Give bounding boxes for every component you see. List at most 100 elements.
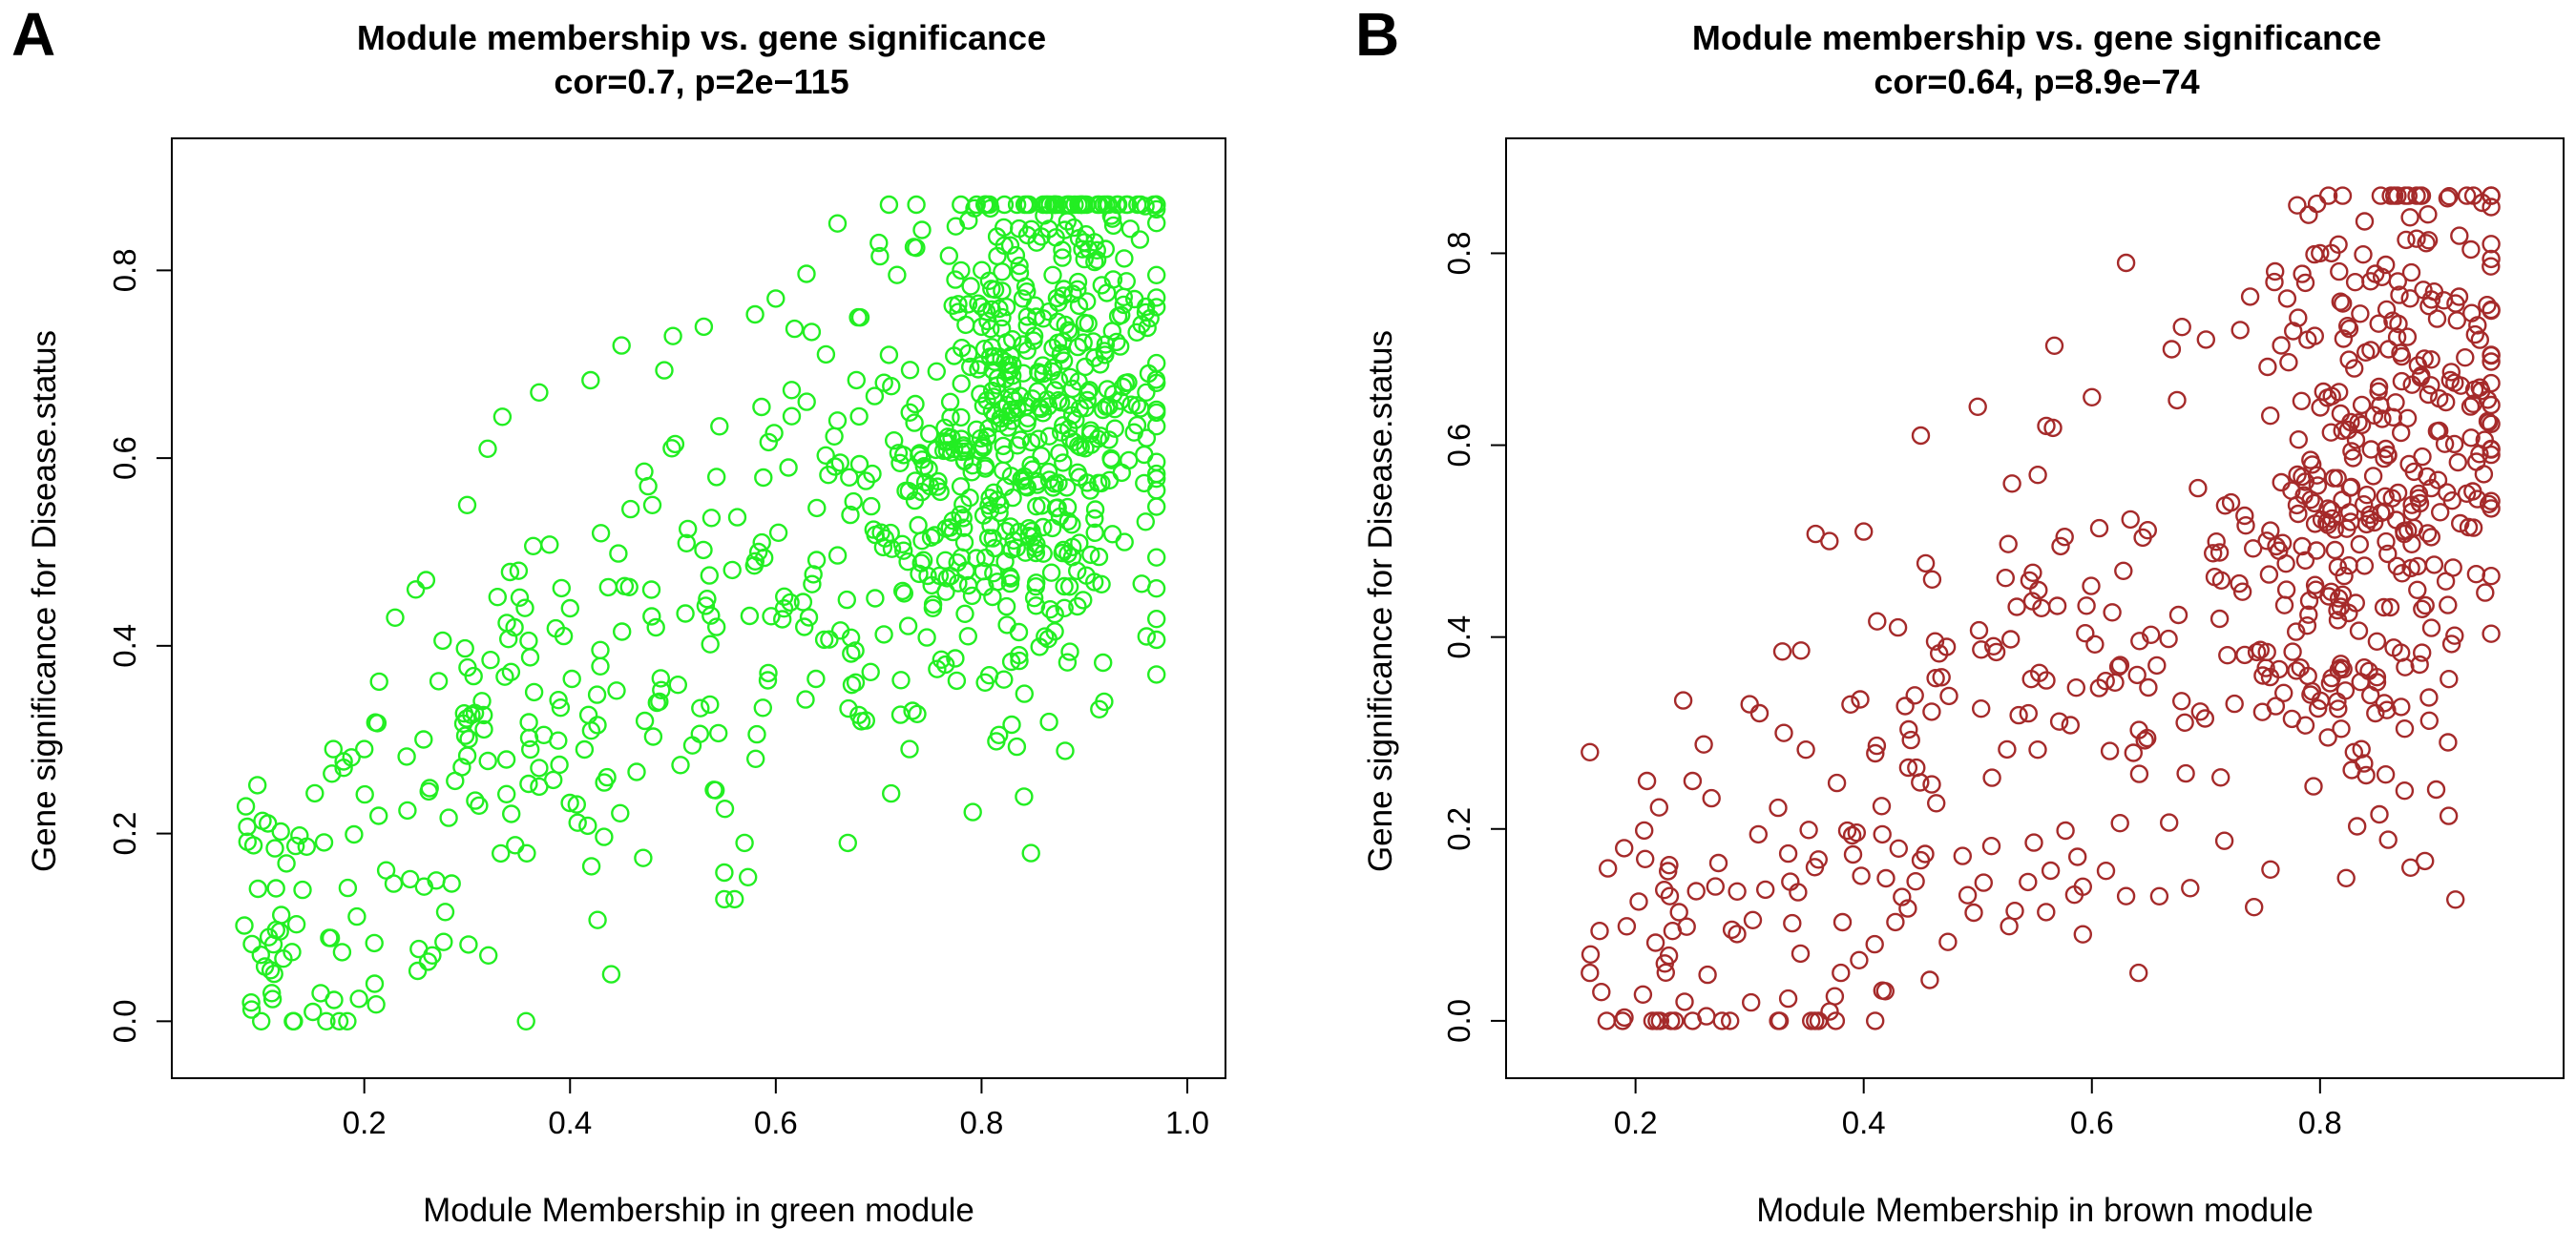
data-point xyxy=(2293,264,2312,283)
data-point xyxy=(521,739,540,760)
data-point xyxy=(2320,674,2340,693)
data-point xyxy=(2421,350,2440,369)
data-point xyxy=(921,528,941,547)
data-point xyxy=(2448,452,2468,472)
data-point xyxy=(457,495,477,514)
data-point xyxy=(2355,556,2375,575)
data-point xyxy=(995,670,1014,689)
data-point xyxy=(2478,390,2498,409)
data-point xyxy=(1905,686,1924,705)
data-point xyxy=(2139,677,2158,697)
data-point xyxy=(827,411,848,430)
data-point xyxy=(611,803,630,822)
data-point xyxy=(923,598,943,617)
data-point xyxy=(550,755,569,775)
data-point xyxy=(2377,700,2397,719)
data-point xyxy=(1038,397,1058,416)
data-point xyxy=(839,698,858,718)
data-point xyxy=(2371,396,2390,415)
data-point xyxy=(2365,264,2385,283)
data-point xyxy=(2444,434,2464,454)
data-point xyxy=(1783,913,1802,933)
data-point xyxy=(2176,763,2195,783)
data-point xyxy=(814,630,834,650)
data-point xyxy=(423,946,442,965)
data-point xyxy=(2308,476,2328,495)
data-point xyxy=(304,1002,323,1022)
data-point xyxy=(314,833,334,852)
data-point xyxy=(1001,652,1021,672)
data-point xyxy=(1131,399,1150,418)
data-point xyxy=(286,915,306,934)
data-point xyxy=(1132,574,1151,593)
data-point xyxy=(519,774,538,794)
data-point xyxy=(1137,383,1156,402)
data-point xyxy=(975,456,995,475)
data-point xyxy=(355,784,374,804)
data-point xyxy=(974,436,993,455)
data-point xyxy=(881,523,900,543)
data-point xyxy=(796,690,815,709)
data-point xyxy=(642,607,661,626)
data-point xyxy=(2401,558,2420,578)
data-point xyxy=(2410,493,2430,513)
data-point xyxy=(998,355,1018,374)
data-point xyxy=(1634,821,1654,841)
data-point xyxy=(2409,484,2429,504)
data-point xyxy=(1843,844,1863,864)
data-point xyxy=(2388,483,2408,503)
data-point xyxy=(2138,521,2158,540)
data-point xyxy=(1981,837,2001,856)
data-point xyxy=(2439,595,2458,614)
data-point xyxy=(1964,903,1983,923)
data-point xyxy=(1146,469,1166,489)
data-point xyxy=(851,712,871,731)
panel-b: B Module membership vs. gene significanc… xyxy=(1355,0,2565,1229)
data-point xyxy=(435,903,455,922)
data-point xyxy=(1010,651,1029,671)
data-point xyxy=(1694,735,1713,754)
data-point xyxy=(1119,373,1138,392)
data-point xyxy=(1124,423,1143,442)
data-point xyxy=(1100,430,1119,449)
data-point xyxy=(841,628,861,647)
data-point xyxy=(906,471,925,490)
data-point xyxy=(995,195,1015,215)
data-point xyxy=(2350,534,2370,554)
data-point xyxy=(888,265,907,284)
data-point xyxy=(1136,512,1156,531)
data-point xyxy=(1968,397,1987,416)
data-point xyxy=(560,793,579,813)
data-point xyxy=(386,608,405,627)
data-point xyxy=(1851,690,1870,709)
data-point xyxy=(663,326,682,345)
data-point xyxy=(1873,824,1892,844)
data-point xyxy=(1901,730,1920,750)
data-point xyxy=(1064,218,1084,238)
data-point xyxy=(2055,528,2074,547)
data-point xyxy=(2331,292,2351,311)
data-point xyxy=(338,878,358,898)
data-point xyxy=(2019,703,2039,723)
data-point xyxy=(1054,286,1073,305)
data-point xyxy=(2464,380,2484,400)
data-point xyxy=(2260,406,2280,426)
data-point xyxy=(997,615,1016,635)
data-point xyxy=(1683,771,1703,791)
data-point xyxy=(928,659,947,678)
data-point xyxy=(799,608,819,627)
data-point xyxy=(1720,1011,1740,1030)
data-point xyxy=(982,280,1001,299)
data-point xyxy=(947,671,967,691)
data-point xyxy=(774,599,794,618)
data-point xyxy=(1868,612,1887,631)
data-point xyxy=(844,491,863,511)
data-point xyxy=(1083,332,1103,351)
data-point xyxy=(1005,391,1024,410)
x-tick-label: 0.8 xyxy=(959,1105,1003,1140)
data-point xyxy=(2427,309,2447,328)
data-point xyxy=(2305,244,2324,264)
data-point xyxy=(2429,388,2449,408)
data-point xyxy=(917,628,936,647)
y-tick-label: 0.4 xyxy=(1441,615,1476,659)
